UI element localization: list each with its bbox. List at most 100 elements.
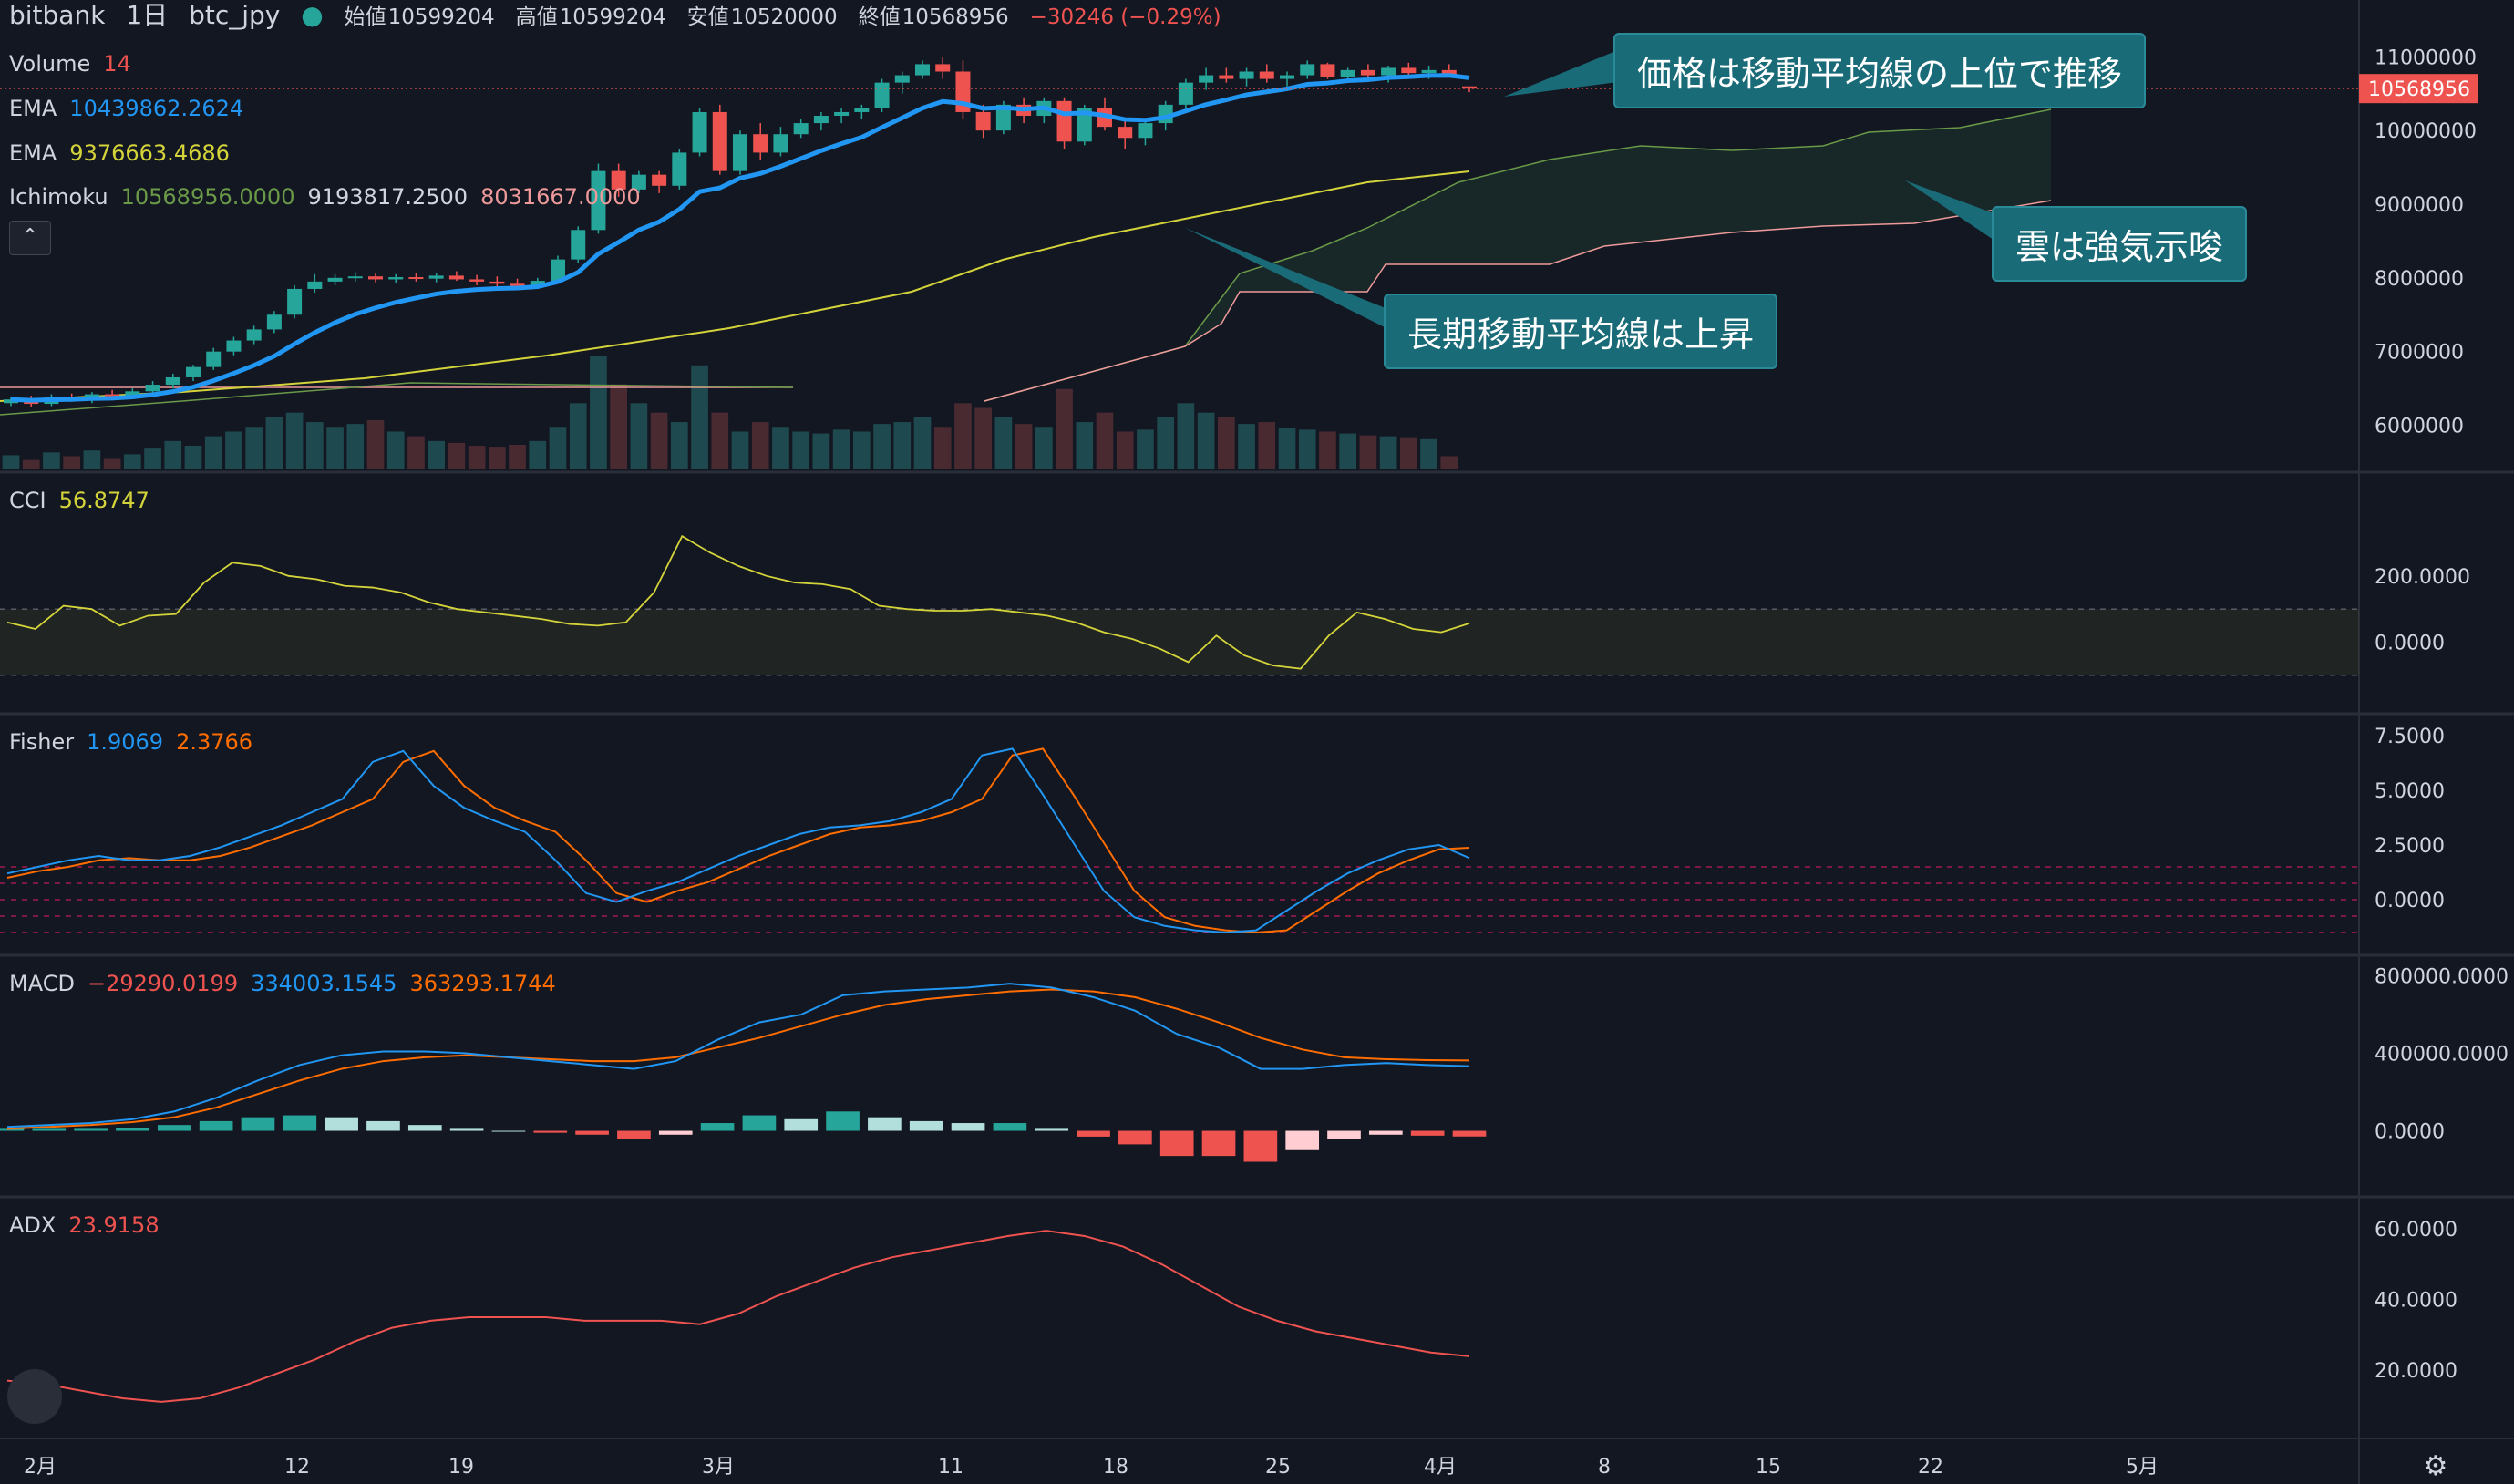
candle-body (995, 104, 1011, 131)
macd-histogram-bar (533, 1130, 568, 1133)
candle-body (246, 329, 262, 341)
volume-bar (1015, 424, 1033, 469)
time-axis-label: 2月 (24, 1456, 57, 1479)
exchange-name[interactable]: bitbank (9, 0, 106, 30)
legend-macd-v2: 334003.1545 (251, 971, 397, 996)
candle-body (388, 277, 404, 280)
macd-histogram-bar (1118, 1130, 1152, 1145)
ichimoku-span-b (984, 200, 2052, 402)
candle-body (1239, 71, 1254, 79)
macd-histogram-bar (1159, 1130, 1194, 1157)
legend-ema-slow-value: 9376663.4686 (69, 140, 230, 166)
price-axis-tick: 8000000 (2375, 268, 2464, 291)
macd-histogram-bar (575, 1130, 609, 1135)
macd-histogram-bar (1035, 1128, 1069, 1131)
price-axis-tick: 11000000 (2375, 46, 2477, 69)
macd-histogram-bar (909, 1120, 943, 1131)
candle-body (145, 385, 160, 392)
time-axis-label: 3月 (702, 1456, 735, 1479)
legend-macd[interactable]: MACD −29290.0199 334003.1545 363293.1744 (9, 970, 569, 997)
macd-histogram-bar (784, 1118, 819, 1131)
macd-histogram-bar (658, 1130, 693, 1135)
volume-bar (569, 403, 587, 469)
macd-histogram-bar (1410, 1130, 1445, 1136)
volume-bar (853, 431, 871, 469)
tradingview-logo-icon[interactable] (7, 1369, 62, 1424)
volume-bar (1278, 428, 1296, 469)
candle-body (854, 108, 870, 112)
candle-body (307, 281, 323, 289)
candle-body (874, 82, 890, 108)
candle-body (672, 152, 687, 186)
volume-bar (83, 450, 101, 469)
volume-bar (974, 407, 992, 469)
interval[interactable]: 1日 (126, 0, 169, 30)
axis-tick: 7.5000 (2375, 726, 2445, 748)
macd-histogram-bar (993, 1123, 1027, 1131)
legend-cci-value: 56.8747 (58, 488, 149, 513)
volume-bar (366, 420, 385, 469)
macd-histogram-bar (491, 1130, 526, 1132)
volume-bar (326, 427, 344, 469)
volume-bar (144, 448, 161, 469)
legend-cci[interactable]: CCI 56.8747 (9, 487, 162, 514)
volume-bar (1379, 436, 1397, 469)
volume-bar (529, 440, 547, 469)
cci-band (0, 609, 2359, 675)
legend-ema-fast[interactable]: EMA 10439862.2624 (9, 95, 256, 122)
candle-body (125, 391, 140, 397)
macd-histogram-bar (283, 1115, 317, 1131)
candle-body (1441, 69, 1457, 76)
candle-body (287, 288, 303, 315)
volume-bar (1359, 435, 1377, 469)
volume-bar (650, 412, 668, 469)
collapse-legend-button[interactable]: ⌃ (9, 221, 51, 255)
axis-tick: 0.0000 (2375, 890, 2445, 912)
volume-bar (590, 356, 607, 469)
legend-volume-name: Volume (9, 51, 91, 77)
legend-ema-slow[interactable]: EMA 9376663.4686 (9, 139, 242, 167)
legend-ema-fast-value: 10439862.2624 (69, 96, 244, 121)
volume-bar (448, 442, 466, 469)
candle-body (1077, 108, 1092, 142)
time-axis-label: 4月 (1424, 1456, 1457, 1479)
chevron-up-icon: ⌃ (21, 225, 39, 248)
time-axis-label: 19 (448, 1456, 474, 1479)
candle-body (1056, 100, 1072, 142)
candle-body (1219, 75, 1234, 79)
candle-body (712, 111, 727, 171)
legend-adx[interactable]: ADX 23.9158 (9, 1211, 172, 1239)
legend-macd-v1: −29290.0199 (87, 971, 239, 996)
legend-ichimoku[interactable]: Ichimoku 10568956.0000 9193817.2500 8031667… (9, 183, 654, 211)
legend-fisher[interactable]: Fisher 1.9069 2.3766 (9, 728, 265, 756)
volume-bar (711, 412, 729, 469)
close-label: 終値 (858, 5, 901, 29)
volume-bar (954, 403, 972, 469)
volume-bar (772, 427, 789, 469)
candle-body (1401, 67, 1417, 74)
symbol[interactable]: btc_jpy (189, 0, 281, 30)
volume-bar (164, 440, 182, 469)
volume-bar (225, 431, 242, 469)
candle-body (266, 314, 282, 330)
candle-body (1138, 123, 1153, 139)
volume-bar (1420, 438, 1437, 469)
low-value: 10520000 (730, 5, 838, 29)
candle-body (813, 116, 829, 124)
status-dot-icon: ● (301, 0, 324, 30)
cci-line (6, 534, 1470, 670)
axis-tick: 40.0000 (2375, 1290, 2457, 1313)
axis-tick: 0.0000 (2375, 633, 2445, 655)
candle-body (1280, 75, 1294, 79)
legend-adx-name: ADX (9, 1212, 57, 1238)
volume-bar (832, 429, 850, 469)
legend-volume[interactable]: Volume 14 (9, 50, 144, 77)
volume-bar (1177, 403, 1195, 469)
change-value: −30246 (−0.29%) (1029, 5, 1221, 29)
fisher-trigger-line (6, 747, 1470, 934)
macd-histogram-bar (366, 1120, 400, 1131)
volume-bar (1258, 422, 1276, 469)
macd-histogram-bar (74, 1128, 108, 1131)
settings-gear-icon[interactable]: ⚙ (2424, 1450, 2448, 1482)
